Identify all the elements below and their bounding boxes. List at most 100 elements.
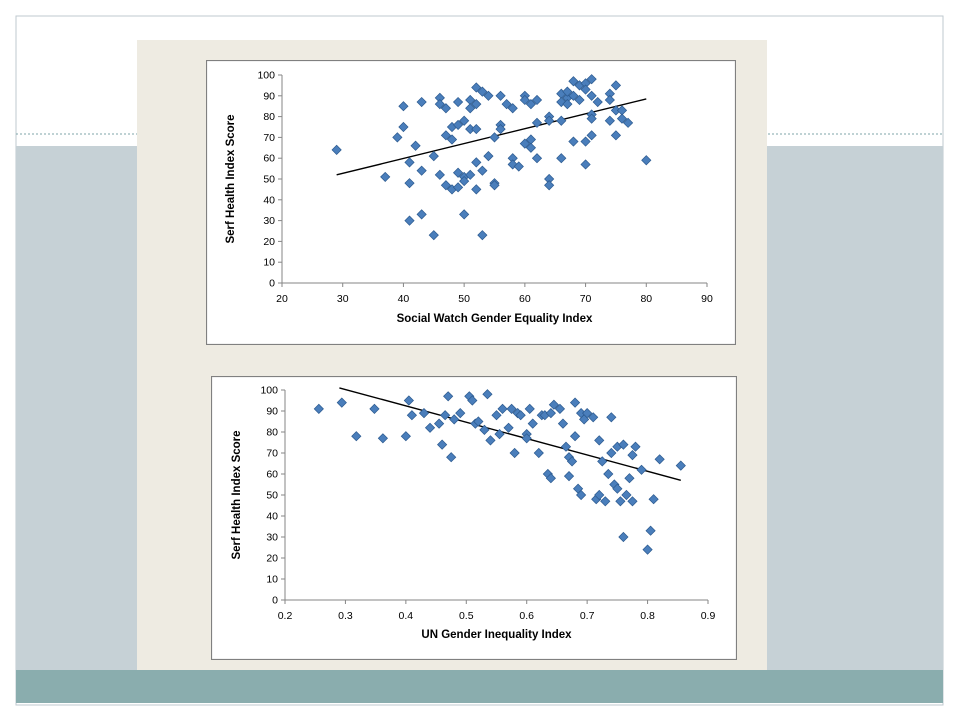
x-tick-label: 80	[640, 293, 652, 305]
data-point	[603, 468, 614, 480]
data-point	[556, 153, 567, 164]
data-point	[604, 94, 615, 106]
data-point	[471, 123, 482, 135]
data-point	[471, 99, 482, 110]
data-point	[507, 103, 518, 114]
y-tick-label: 40	[263, 194, 275, 206]
data-point	[452, 119, 464, 131]
x-tick-label: 40	[398, 293, 410, 305]
y-axis-title: Serf Health Index Score	[225, 114, 237, 243]
data-point	[440, 130, 452, 141]
chart-gender-inequality-svg: 0 10 20 30 40 50 60 70 80 90 100 0.2 0.3 0.4 0.5 0.6 0.7…	[210, 375, 738, 661]
data-point	[675, 460, 686, 471]
data-point	[582, 408, 593, 419]
data-point	[477, 165, 488, 176]
data-point	[606, 447, 617, 459]
x-tick-label: 0.5	[459, 610, 474, 622]
y-tick-label: 100	[257, 70, 275, 82]
data-point	[494, 429, 505, 440]
x-tick-label: 50	[458, 293, 470, 305]
x-tick-label: 0.2	[278, 610, 293, 622]
data-point	[477, 86, 488, 97]
y-tick-label: 0	[272, 595, 278, 607]
data-point	[331, 144, 342, 155]
data-point	[554, 403, 566, 414]
data-point	[428, 151, 439, 162]
data-point	[615, 496, 626, 507]
data-point	[568, 76, 579, 87]
data-point	[434, 99, 445, 110]
data-point	[544, 115, 555, 126]
data-point	[459, 209, 470, 220]
data-point	[403, 395, 414, 406]
footer-band	[16, 670, 943, 703]
data-point	[398, 121, 409, 133]
data-point	[586, 130, 597, 141]
y-tick-label: 100	[260, 385, 278, 397]
y-tick-label: 50	[266, 490, 278, 502]
data-point	[400, 431, 411, 442]
data-point	[392, 132, 403, 143]
data-point	[497, 403, 508, 414]
data-point	[610, 130, 622, 141]
data-point	[519, 138, 530, 149]
data-point	[566, 456, 578, 467]
data-point	[495, 90, 506, 101]
data-point	[531, 153, 543, 164]
data-point	[351, 431, 362, 442]
data-point	[562, 86, 573, 97]
data-point	[452, 167, 464, 178]
x-tick-label: 0.7	[580, 610, 595, 622]
data-point	[597, 456, 608, 467]
data-point	[406, 410, 417, 421]
data-point	[424, 422, 436, 433]
data-point	[404, 178, 415, 189]
data-point	[449, 414, 460, 425]
data-point	[465, 169, 476, 180]
data-point	[495, 123, 506, 135]
data-point	[513, 161, 524, 172]
data-point	[588, 412, 599, 423]
data-point	[563, 471, 575, 482]
y-tick-label: 70	[266, 448, 278, 460]
data-point	[446, 452, 457, 463]
data-point	[336, 397, 347, 408]
data-point	[471, 184, 482, 195]
x-tick-label: 60	[519, 293, 531, 305]
y-tick-label: 10	[266, 574, 278, 586]
data-point	[606, 412, 617, 423]
data-point	[446, 134, 458, 145]
y-tick-label: 20	[266, 553, 278, 565]
data-point	[654, 454, 665, 465]
y-tick-label: 40	[266, 511, 278, 523]
data-point	[568, 90, 579, 101]
data-point	[569, 397, 581, 408]
data-point	[410, 140, 421, 151]
data-point	[627, 496, 638, 507]
x-axis-title: Social Watch Gender Equality Index	[397, 313, 593, 325]
data-point	[483, 151, 494, 162]
data-point	[483, 90, 494, 101]
x-tick-label: 20	[276, 293, 288, 305]
data-point	[580, 159, 591, 170]
data-point	[624, 473, 635, 484]
data-point	[503, 422, 514, 433]
data-point	[416, 165, 427, 176]
data-point	[398, 101, 409, 112]
y-tick-label: 10	[263, 257, 275, 269]
y-tick-label: 60	[263, 153, 275, 165]
data-point	[428, 230, 439, 241]
y-tick-label: 80	[266, 427, 278, 439]
data-point	[485, 435, 496, 446]
data-point	[433, 418, 445, 429]
y-tick-label: 50	[263, 174, 275, 186]
data-point	[404, 157, 415, 168]
y-tick-label: 90	[266, 406, 278, 418]
data-point	[568, 136, 579, 147]
data-point	[586, 74, 597, 85]
x-tick-label: 0.4	[399, 610, 414, 622]
data-point	[404, 215, 415, 226]
data-point	[627, 450, 638, 461]
data-point	[576, 489, 587, 501]
data-point	[452, 182, 464, 193]
